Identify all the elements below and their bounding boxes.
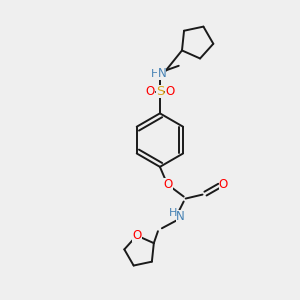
Text: N: N bbox=[158, 67, 166, 80]
Text: O: O bbox=[146, 85, 154, 98]
Text: S: S bbox=[156, 85, 164, 98]
Text: N: N bbox=[176, 210, 185, 223]
Text: O: O bbox=[132, 229, 141, 242]
Text: H: H bbox=[151, 69, 159, 79]
Text: O: O bbox=[219, 178, 228, 191]
Text: H: H bbox=[169, 208, 177, 218]
Text: O: O bbox=[163, 178, 172, 191]
Text: O: O bbox=[165, 85, 174, 98]
